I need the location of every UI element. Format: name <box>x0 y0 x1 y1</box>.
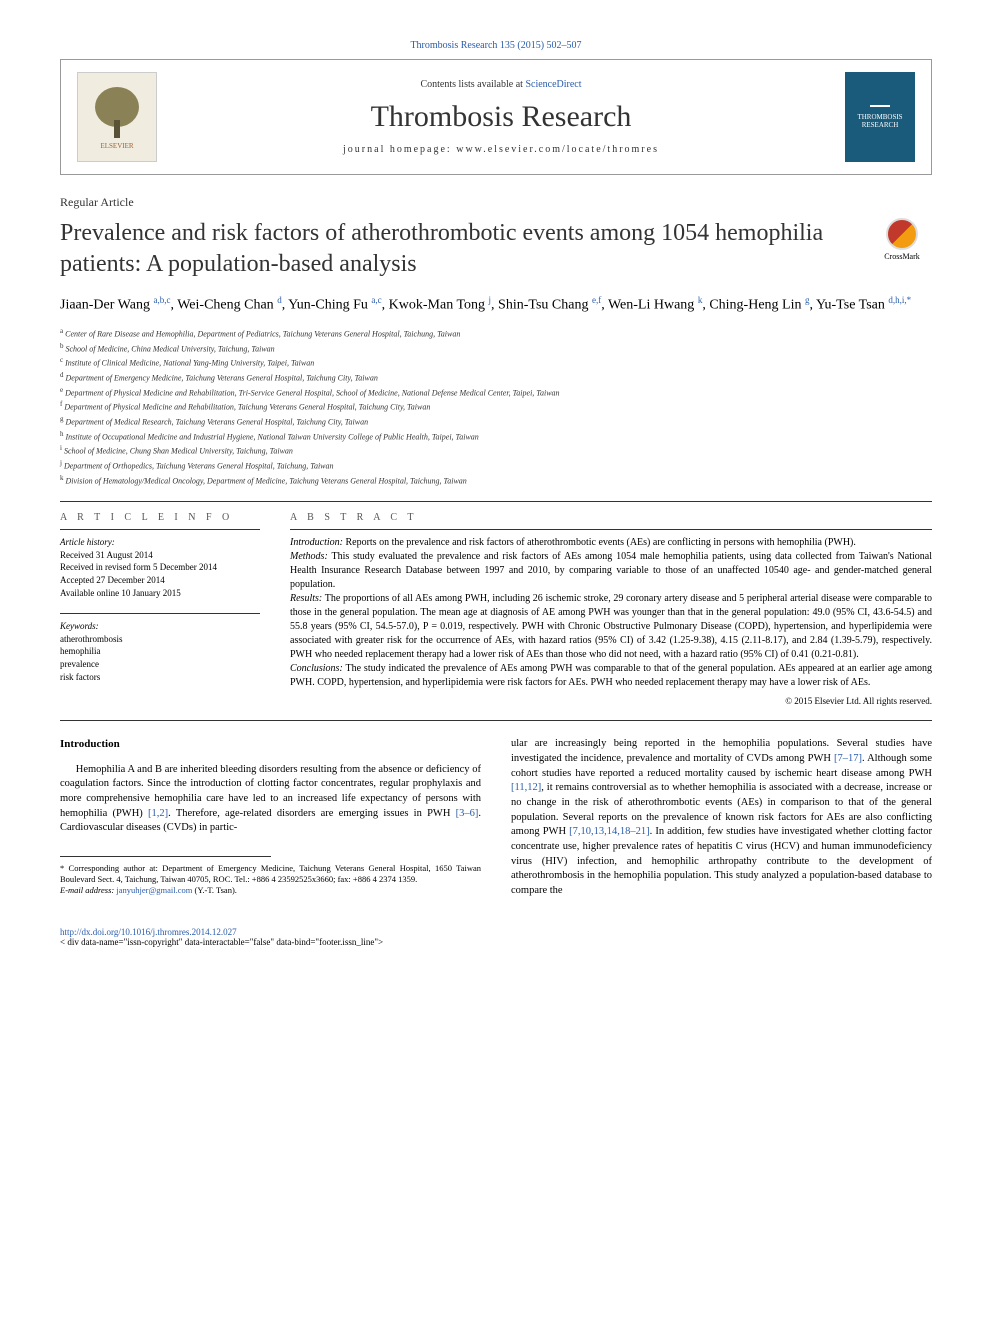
email-address[interactable]: janyuhjer@gmail.com <box>116 885 192 895</box>
section-rule-2 <box>60 720 932 721</box>
header-center: Contents lists available at ScienceDirec… <box>157 79 845 155</box>
cover-text-top: THROMBOSIS <box>857 113 902 121</box>
keywords-block: Keywords: atherothrombosishemophiliaprev… <box>60 613 260 683</box>
abstract-column: A B S T R A C T Introduction: Reports on… <box>290 512 932 706</box>
crossmark-widget[interactable]: CrossMark <box>872 218 932 261</box>
affiliation-line: j Department of Orthopedics, Taichung Ve… <box>60 458 932 473</box>
footnote-rule <box>60 856 271 857</box>
article-type: Regular Article <box>60 195 932 210</box>
page-footer: http://dx.doi.org/10.1016/j.thromres.201… <box>60 927 932 947</box>
email-name: (Y.-T. Tsan). <box>195 885 237 895</box>
keyword-line: prevalence <box>60 658 260 671</box>
article-info-heading: A R T I C L E I N F O <box>60 512 260 523</box>
email-footnote: E-mail address: janyuhjer@gmail.com (Y.-… <box>60 885 481 896</box>
affiliation-line: b School of Medicine, China Medical Univ… <box>60 341 932 356</box>
keyword-line: hemophilia <box>60 645 260 658</box>
body-columns: Introduction Hemophilia A and B are inhe… <box>60 737 932 907</box>
introduction-heading: Introduction <box>60 737 481 752</box>
abstract-section: Conclusions: The study indicated the pre… <box>290 662 932 690</box>
affiliation-line: e Department of Physical Medicine and Re… <box>60 385 932 400</box>
affiliation-line: h Institute of Occupational Medicine and… <box>60 429 932 444</box>
header-citation-link[interactable]: Thrombosis Research 135 (2015) 502–507 <box>60 40 932 51</box>
body-col-left: Introduction Hemophilia A and B are inhe… <box>60 737 481 907</box>
keyword-line: risk factors <box>60 671 260 684</box>
email-label: E-mail address: <box>60 885 114 895</box>
history-line: Received in revised form 5 December 2014 <box>60 561 260 574</box>
homepage-url[interactable]: www.elsevier.com/locate/thromres <box>456 144 659 155</box>
authors-list: Jiaan-Der Wang a,b,c, Wei-Cheng Chan d, … <box>60 294 932 316</box>
intro-para-1: Hemophilia A and B are inherited bleedin… <box>60 763 481 836</box>
abstract-body: Introduction: Reports on the prevalence … <box>290 529 932 690</box>
history-line: Available online 10 January 2015 <box>60 587 260 600</box>
crossmark-label: CrossMark <box>872 252 932 261</box>
journal-header-box: ELSEVIER Contents lists available at Sci… <box>60 59 932 175</box>
abstract-section: Methods: This study evaluated the preval… <box>290 550 932 592</box>
sciencedirect-link[interactable]: ScienceDirect <box>525 79 581 90</box>
abstract-section: Results: The proportions of all AEs amon… <box>290 592 932 662</box>
affiliation-line: f Department of Physical Medicine and Re… <box>60 399 932 414</box>
title-row: Prevalence and risk factors of atherothr… <box>60 218 932 280</box>
article-title: Prevalence and risk factors of atherothr… <box>60 218 872 280</box>
affiliation-line: g Department of Medical Research, Taichu… <box>60 414 932 429</box>
affiliations-list: a Center of Rare Disease and Hemophilia,… <box>60 326 932 487</box>
article-history-block: Article history: Received 31 August 2014… <box>60 529 260 599</box>
svg-text:ELSEVIER: ELSEVIER <box>100 142 133 150</box>
affiliation-line: a Center of Rare Disease and Hemophilia,… <box>60 326 932 341</box>
journal-name: Thrombosis Research <box>157 100 845 134</box>
doi-link[interactable]: http://dx.doi.org/10.1016/j.thromres.201… <box>60 927 932 937</box>
journal-cover-thumbnail[interactable]: THROMBOSIS RESEARCH <box>845 72 915 162</box>
abstract-heading: A B S T R A C T <box>290 512 932 523</box>
intro-para-2: ular are increasingly being reported in … <box>511 737 932 899</box>
keywords-label: Keywords: <box>60 620 260 633</box>
affiliation-line: c Institute of Clinical Medicine, Nation… <box>60 355 932 370</box>
contents-line: Contents lists available at ScienceDirec… <box>157 79 845 90</box>
elsevier-logo: ELSEVIER <box>77 72 157 162</box>
abstract-copyright: © 2015 Elsevier Ltd. All rights reserved… <box>290 696 932 706</box>
crossmark-icon <box>886 218 918 250</box>
affiliation-line: i School of Medicine, Chung Shan Medical… <box>60 443 932 458</box>
article-info-column: A R T I C L E I N F O Article history: R… <box>60 512 260 706</box>
affiliation-line: k Division of Hematology/Medical Oncolog… <box>60 473 932 488</box>
abstract-section: Introduction: Reports on the prevalence … <box>290 536 932 550</box>
section-rule <box>60 501 932 502</box>
elsevier-tree-icon: ELSEVIER <box>87 82 147 152</box>
homepage-line: journal homepage: www.elsevier.com/locat… <box>157 144 845 155</box>
body-col-right: ular are increasingly being reported in … <box>511 737 932 907</box>
history-line: Received 31 August 2014 <box>60 549 260 562</box>
homepage-prefix: journal homepage: <box>343 144 456 155</box>
history-line: Accepted 27 December 2014 <box>60 574 260 587</box>
contents-prefix: Contents lists available at <box>420 79 525 90</box>
history-label: Article history: <box>60 536 260 549</box>
keyword-line: atherothrombosis <box>60 633 260 646</box>
corresponding-author-footnote: * Corresponding author at: Department of… <box>60 863 481 885</box>
affiliation-line: d Department of Emergency Medicine, Taic… <box>60 370 932 385</box>
info-abstract-row: A R T I C L E I N F O Article history: R… <box>60 512 932 706</box>
page-container: Thrombosis Research 135 (2015) 502–507 E… <box>0 0 992 987</box>
cover-text-bottom: RESEARCH <box>862 121 899 129</box>
